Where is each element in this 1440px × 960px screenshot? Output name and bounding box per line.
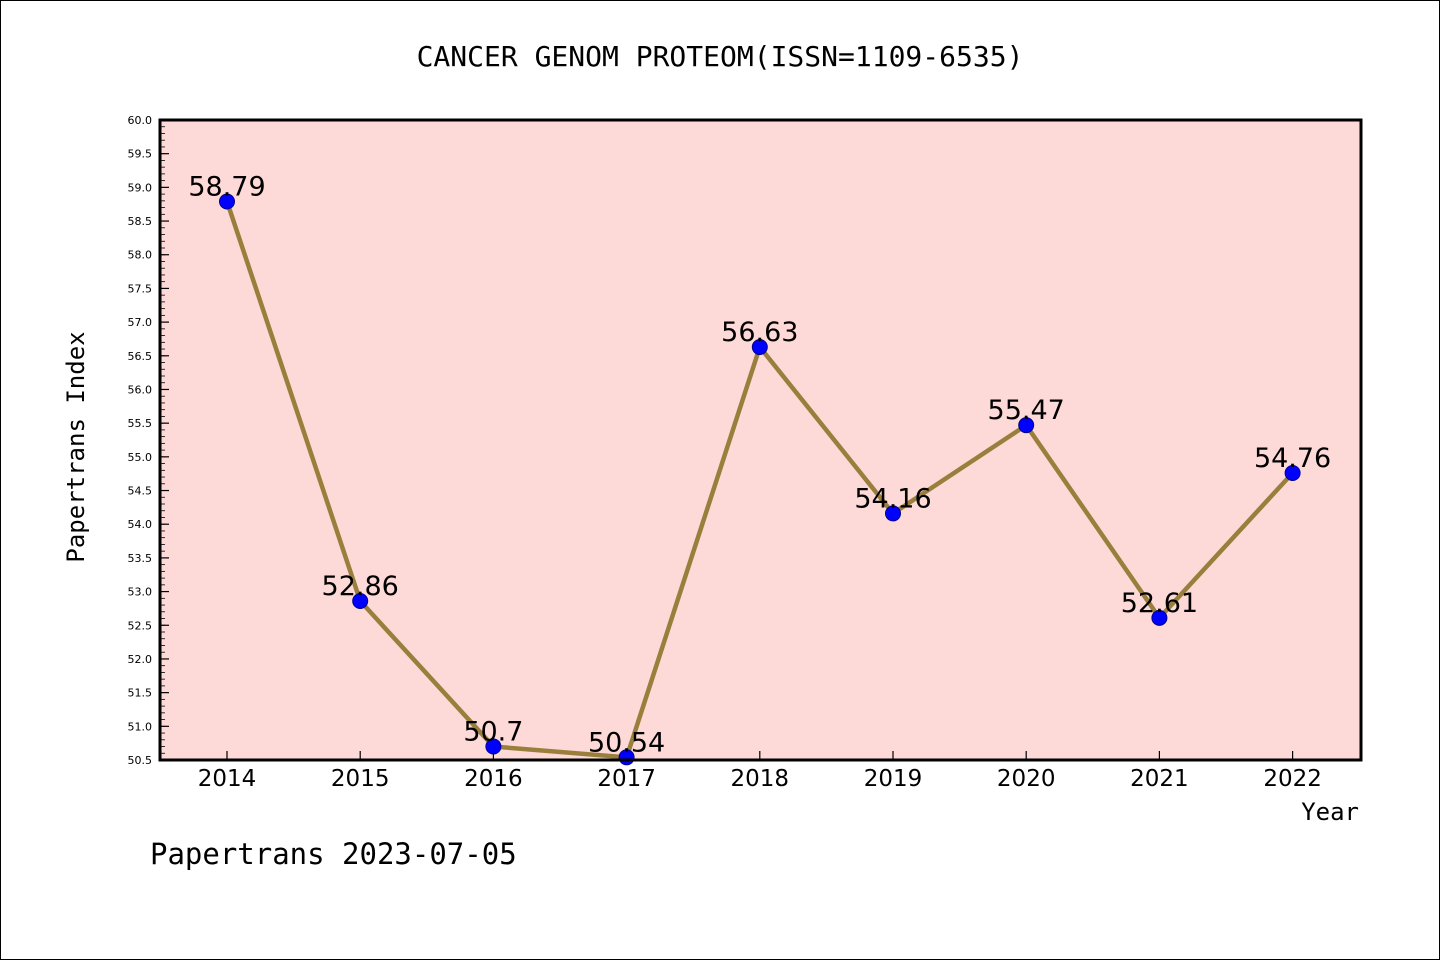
y-tick-label: 50.5 bbox=[128, 754, 153, 767]
footer-text: Papertrans 2023-07-05 bbox=[150, 837, 517, 871]
y-tick-label: 52.0 bbox=[128, 653, 153, 666]
data-point bbox=[1284, 465, 1301, 482]
y-tick-label: 58.5 bbox=[128, 215, 153, 228]
data-point bbox=[352, 593, 369, 610]
y-tick-label: 55.5 bbox=[128, 417, 153, 430]
x-tick-label: 2019 bbox=[864, 766, 923, 792]
y-tick-label: 52.5 bbox=[128, 619, 153, 632]
y-tick-label: 59.0 bbox=[128, 181, 153, 194]
data-label: 52.61 bbox=[1121, 588, 1198, 619]
x-tick-label: 2022 bbox=[1263, 766, 1322, 792]
y-tick-label: 51.5 bbox=[128, 687, 153, 700]
y-tick-label: 57.5 bbox=[128, 282, 153, 295]
data-point bbox=[1018, 417, 1035, 434]
y-tick-label: 60.0 bbox=[128, 114, 153, 127]
data-label: 50.7 bbox=[463, 717, 523, 748]
data-point bbox=[485, 738, 502, 755]
chart-title: CANCER GENOM PROTEOM(ISSN=1109-6535) bbox=[417, 40, 1024, 73]
data-label: 54.16 bbox=[854, 483, 931, 514]
y-axis-label: Papertrans Index bbox=[62, 331, 90, 562]
x-tick-label: 2018 bbox=[731, 766, 790, 792]
data-label: 52.86 bbox=[322, 571, 399, 602]
data-label: 58.79 bbox=[188, 172, 265, 203]
data-label: 55.47 bbox=[988, 395, 1065, 426]
x-tick-label: 2014 bbox=[198, 766, 257, 792]
y-tick-label: 58.0 bbox=[128, 249, 153, 262]
y-tick-label: 54.5 bbox=[128, 485, 153, 498]
x-tick-label: 2021 bbox=[1130, 766, 1189, 792]
y-tick-label: 57.0 bbox=[128, 316, 153, 329]
x-tick-label: 2015 bbox=[331, 766, 390, 792]
y-tick-label: 56.5 bbox=[128, 350, 153, 363]
plot-area bbox=[160, 120, 1361, 760]
data-label: 54.76 bbox=[1254, 443, 1331, 474]
x-tick-label: 2017 bbox=[597, 766, 656, 792]
x-tick-label: 2020 bbox=[997, 766, 1056, 792]
data-point bbox=[751, 339, 768, 356]
y-tick-label: 59.5 bbox=[128, 148, 153, 161]
y-tick-label: 53.5 bbox=[128, 552, 153, 565]
data-point bbox=[885, 505, 901, 522]
data-point bbox=[1151, 609, 1168, 626]
data-label: 56.63 bbox=[721, 317, 798, 348]
y-tick-label: 54.0 bbox=[128, 518, 153, 531]
data-point bbox=[219, 193, 235, 210]
y-tick-label: 55.0 bbox=[128, 451, 153, 464]
y-tick-label: 56.0 bbox=[128, 383, 153, 396]
y-tick-label: 53.0 bbox=[128, 586, 153, 599]
x-tick-label: 2016 bbox=[464, 766, 523, 792]
plot-border bbox=[158, 118, 1363, 762]
y-tick-label: 51.0 bbox=[128, 720, 153, 733]
data-label: 50.54 bbox=[588, 727, 665, 758]
x-axis-label: Year bbox=[1301, 798, 1359, 826]
